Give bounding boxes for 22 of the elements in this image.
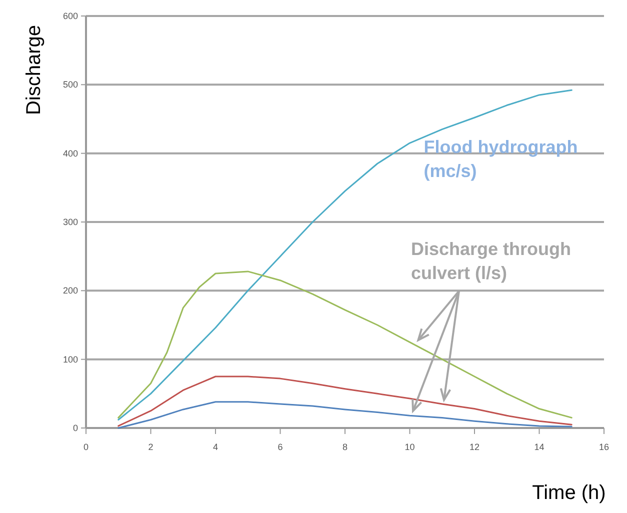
x-tick-label: 12 [469, 442, 480, 452]
x-tick-label: 0 [83, 442, 89, 452]
y-tick-label: 400 [62, 148, 78, 158]
x-tick-label: 4 [212, 442, 218, 452]
x-tick-label: 2 [148, 442, 154, 452]
annotation: Discharge through culvert (l/s) [411, 239, 572, 283]
y-tick-label: 300 [62, 217, 78, 227]
y-tick-label: 200 [62, 286, 78, 296]
x-axis-title: Time (h) [532, 482, 606, 504]
x-tick-label: 6 [278, 442, 283, 452]
y-tick-label: 0 [72, 423, 78, 433]
x-tick-label: 8 [342, 442, 348, 452]
y-axis-title: Discharge [23, 24, 45, 116]
x-tick-label: 16 [598, 442, 610, 452]
series-label: Flood hydrograph (mc/s) [424, 137, 578, 182]
y-tick-label: 500 [62, 80, 78, 90]
y-tick-label: 100 [62, 354, 78, 364]
x-tick-label: 10 [404, 442, 415, 452]
y-tick-label: 600 [62, 11, 78, 21]
line-series [118, 401, 572, 429]
line-series [118, 376, 572, 427]
x-tick-label: 14 [534, 442, 544, 452]
